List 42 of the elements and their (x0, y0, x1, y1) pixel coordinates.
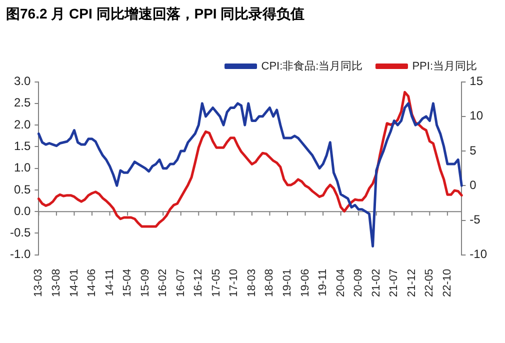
legend-label: CPI:非食品:当月同比 (261, 59, 363, 72)
x-tick-label: 13-08 (50, 268, 62, 298)
x-tick-label: 19-11 (317, 268, 330, 296)
x-tick-label: 18-03 (246, 268, 258, 298)
y-tick-label: -1.0 (10, 247, 31, 262)
x-tick-label: 17-10 (228, 268, 240, 298)
x-tick-label: 16-07 (174, 268, 187, 298)
x-tick-label: 19-06 (299, 268, 312, 298)
x-tick-label: 16-12 (192, 268, 205, 298)
y-tick-label: 2.0 (14, 117, 31, 132)
x-tick-label: 14-06 (86, 268, 98, 298)
x-tick-label: 14-01 (68, 268, 80, 298)
y2-tick-label: 0 (470, 178, 477, 192)
x-tick-label: 19-01 (282, 268, 294, 298)
chart-title: 图76.2 月 CPI 同比增速回落，PPI 同比录得负值 (6, 5, 305, 22)
x-tick-label: 21-07 (388, 268, 400, 298)
y-tick-label: 0.5 (14, 182, 31, 196)
y2-tick-label: 15 (470, 74, 484, 88)
x-tick-label: 14-11 (104, 268, 116, 296)
x-tick-label: 21-02 (370, 268, 382, 298)
y-tick-label: -0.5 (10, 226, 31, 240)
y2-tick-label: 10 (470, 108, 484, 123)
y2-tick-label: 5 (470, 143, 477, 158)
x-tick-label: 15-09 (139, 268, 152, 298)
x-tick-label: 20-09 (352, 268, 365, 298)
x-tick-label: 13-03 (32, 268, 45, 298)
x-tick-label: 21-12 (406, 268, 418, 298)
x-tick-label: 16-02 (157, 268, 170, 298)
x-tick-label: 17-05 (210, 268, 222, 298)
x-tick-label: 20-04 (334, 268, 347, 298)
y-tick-label: 3.0 (14, 74, 31, 88)
y2-tick-label: -5 (470, 212, 481, 227)
y-tick-label: 1.5 (14, 139, 31, 154)
legend-label: PPI:当月同比 (412, 59, 478, 72)
x-tick-label: 15-04 (122, 268, 134, 298)
x-tick-label: 22-05 (424, 268, 436, 298)
y-tick-label: 0.0 (14, 204, 31, 218)
y-tick-label: 1.0 (14, 160, 31, 175)
y-tick-label: 2.5 (14, 96, 31, 110)
x-tick-label: 18-08 (264, 268, 276, 298)
y2-tick-label: -10 (470, 247, 488, 262)
x-tick-label: 22-10 (441, 268, 454, 298)
